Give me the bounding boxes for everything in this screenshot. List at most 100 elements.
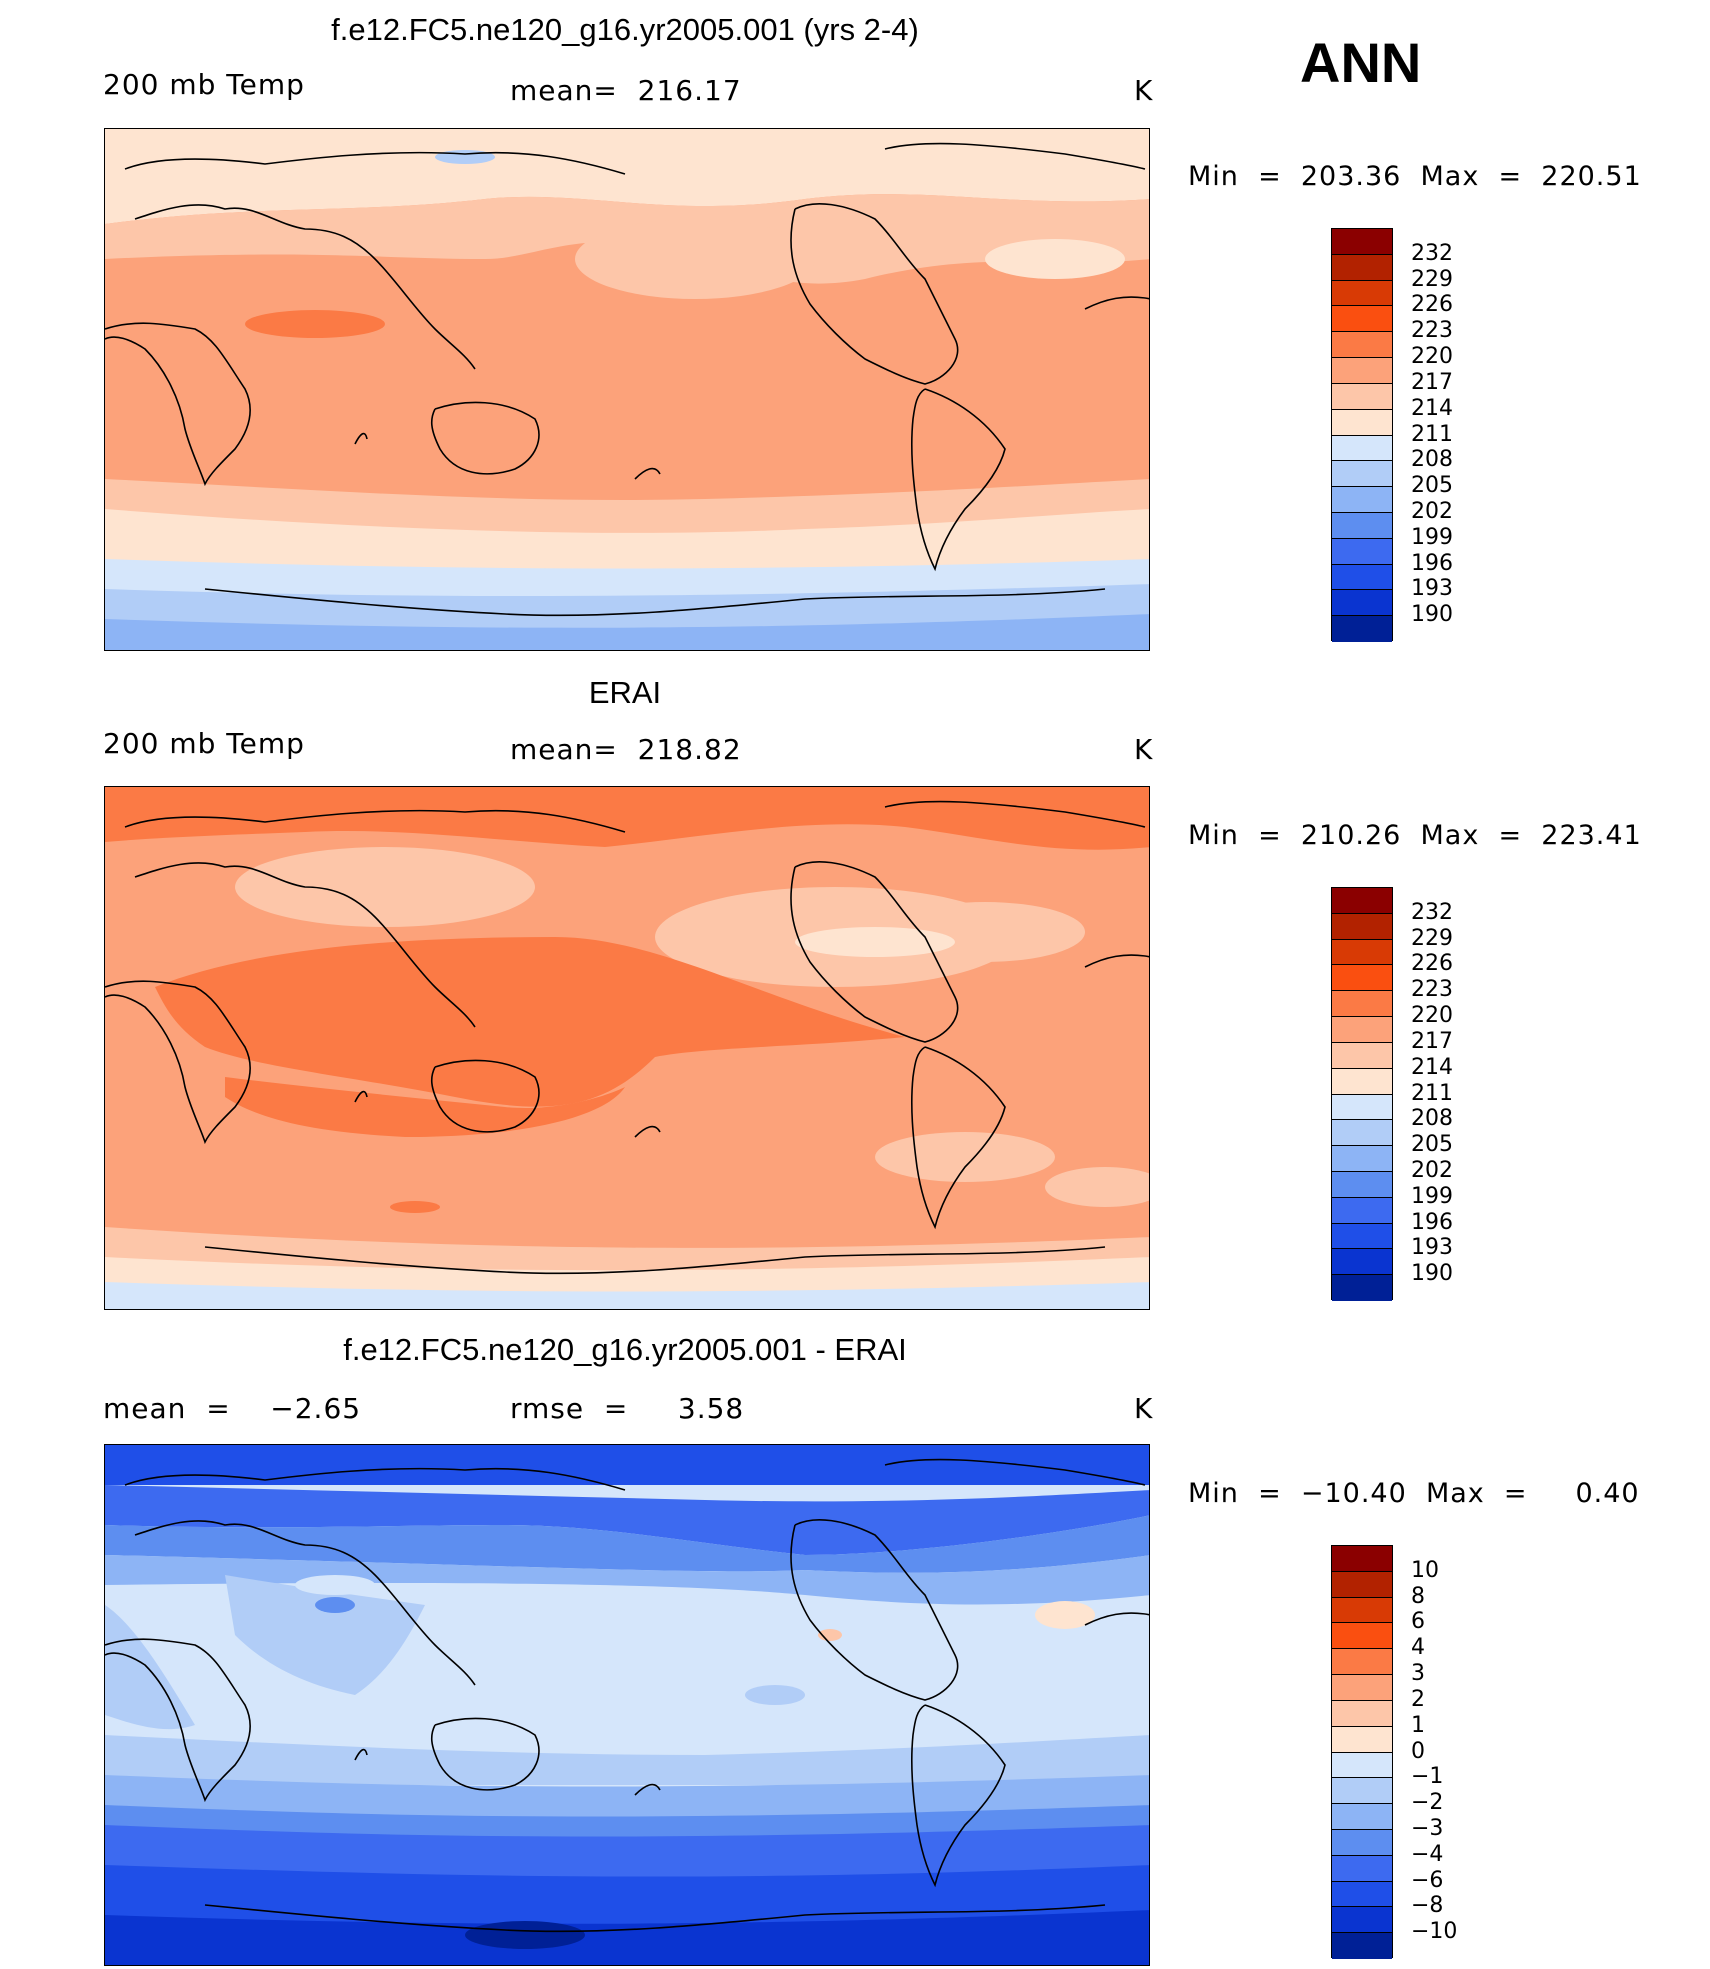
colorbar-tick-label: −4: [1411, 1841, 1444, 1867]
colorbar-tick-label: 226: [1411, 951, 1453, 977]
colorbar-tick-label: 196: [1411, 1209, 1453, 1235]
colorbar-swatch: [1332, 1146, 1392, 1172]
colorbar-tick-label: 223: [1411, 318, 1453, 344]
colorbar-swatch: [1332, 332, 1392, 359]
panel-2-map: [104, 786, 1150, 1310]
colorbar-swatch: [1332, 409, 1392, 436]
colorbar-tick-label: 199: [1411, 524, 1453, 550]
colorbar-tick-label: −3: [1411, 1815, 1444, 1841]
colorbar-swatch: [1332, 888, 1392, 914]
colorbar-tick-label: 6: [1411, 1609, 1425, 1635]
panel-2-title: ERAI: [588, 675, 662, 710]
season-label: ANN: [1300, 31, 1422, 94]
colorbar-tick-label: −1: [1411, 1764, 1444, 1790]
colorbar-swatch: [1332, 1275, 1392, 1301]
colorbar-tick-label: −8: [1411, 1893, 1444, 1919]
colorbar-tick-label: 223: [1411, 977, 1453, 1003]
colorbar-tick-label: 211: [1411, 421, 1453, 447]
colorbar-tick-label: −2: [1411, 1790, 1444, 1816]
colorbar-swatch: [1332, 616, 1392, 642]
colorbar-tick-label: 0: [1411, 1738, 1425, 1764]
panel-3-rmse-label: rmse = 3.58: [510, 1392, 745, 1425]
colorbar-tick-label: 193: [1411, 576, 1453, 602]
colorbar-swatch: [1332, 1675, 1392, 1701]
colorbar-tick-label: 232: [1411, 240, 1453, 266]
colorbar-swatch: [1332, 1649, 1392, 1676]
colorbar-swatch: [1332, 1829, 1392, 1856]
panel-2-colorbar: [1331, 887, 1393, 1301]
colorbar-swatch: [1332, 1933, 1392, 1959]
colorbar-swatch: [1332, 1881, 1392, 1908]
panel-3-minmax: Min = −10.40 Max = 0.40: [1188, 1478, 1640, 1509]
colorbar-swatch: [1332, 1778, 1392, 1805]
colorbar-tick-label: 10: [1411, 1557, 1439, 1583]
panel-2-minmax: Min = 210.26 Max = 223.41: [1188, 820, 1642, 851]
colorbar-tick-label: 208: [1411, 1106, 1453, 1132]
colorbar-tick-label: 229: [1411, 266, 1453, 292]
panel-3-colorbar: [1331, 1545, 1393, 1959]
colorbar-swatch: [1332, 913, 1392, 940]
colorbar-swatch: [1332, 383, 1392, 410]
panel-2-variable-label: 200 mb Temp: [103, 727, 305, 760]
colorbar-swatch: [1332, 1623, 1392, 1650]
colorbar-swatch: [1332, 1804, 1392, 1830]
colorbar-tick-label: 202: [1411, 498, 1453, 524]
colorbar-tick-label: 220: [1411, 1003, 1453, 1029]
colorbar-tick-label: 217: [1411, 1028, 1453, 1054]
colorbar-swatch: [1332, 1597, 1392, 1624]
colorbar-swatch: [1332, 435, 1392, 462]
colorbar-swatch: [1332, 590, 1392, 617]
panel-1-minmax: Min = 203.36 Max = 220.51: [1188, 161, 1642, 192]
colorbar-tick-label: 217: [1411, 369, 1453, 395]
colorbar-swatch: [1332, 1171, 1392, 1198]
colorbar-tick-label: 190: [1411, 602, 1453, 628]
colorbar-swatch: [1332, 1068, 1392, 1095]
colorbar-tick-label: 2: [1411, 1686, 1425, 1712]
colorbar-swatch: [1332, 1726, 1392, 1753]
colorbar-swatch: [1332, 1197, 1392, 1224]
colorbar-swatch: [1332, 538, 1392, 565]
panel-1-map: [104, 128, 1150, 651]
panel-1-title: f.e12.FC5.ne120_g16.yr2005.001 (yrs 2-4): [331, 12, 919, 47]
colorbar-swatch: [1332, 358, 1392, 384]
colorbar-tick-label: 226: [1411, 292, 1453, 318]
colorbar-swatch: [1332, 254, 1392, 281]
colorbar-tick-label: 211: [1411, 1080, 1453, 1106]
colorbar-tick-label: 193: [1411, 1235, 1453, 1261]
colorbar-tick-label: 1: [1411, 1712, 1425, 1738]
colorbar-tick-label: −10: [1411, 1919, 1458, 1945]
panel-3-map: [104, 1444, 1150, 1966]
panel-3-units: K: [1134, 1392, 1154, 1425]
panel-1-units: K: [1134, 74, 1154, 107]
colorbar-swatch: [1332, 1700, 1392, 1727]
colorbar-swatch: [1332, 965, 1392, 992]
colorbar-tick-label: 208: [1411, 447, 1453, 473]
panel-1-colorbar: [1331, 228, 1393, 642]
colorbar-swatch: [1332, 1094, 1392, 1121]
panel-1-mean-label: mean= 216.17: [510, 74, 742, 107]
colorbar-swatch: [1332, 1017, 1392, 1043]
colorbar-tick-label: 214: [1411, 1054, 1453, 1080]
panel-1-variable-label: 200 mb Temp: [103, 68, 305, 101]
panel-2-units: K: [1134, 733, 1154, 766]
colorbar-tick-label: 190: [1411, 1261, 1453, 1287]
colorbar-tick-label: 199: [1411, 1183, 1453, 1209]
colorbar-tick-label: 202: [1411, 1157, 1453, 1183]
colorbar-tick-label: 205: [1411, 1132, 1453, 1158]
colorbar-swatch: [1332, 1855, 1392, 1882]
colorbar-tick-label: 220: [1411, 344, 1453, 370]
colorbar-swatch: [1332, 1120, 1392, 1147]
colorbar-tick-label: 3: [1411, 1661, 1425, 1687]
colorbar-swatch: [1332, 487, 1392, 513]
colorbar-swatch: [1332, 991, 1392, 1018]
colorbar-tick-label: 214: [1411, 395, 1453, 421]
panel-2-mean-label: mean= 218.82: [510, 733, 742, 766]
colorbar-swatch: [1332, 1223, 1392, 1250]
colorbar-swatch: [1332, 939, 1392, 966]
colorbar-tick-label: 196: [1411, 550, 1453, 576]
colorbar-tick-label: 229: [1411, 925, 1453, 951]
colorbar-swatch: [1332, 1042, 1392, 1069]
colorbar-swatch: [1332, 512, 1392, 539]
colorbar-swatch: [1332, 461, 1392, 488]
colorbar-tick-label: 232: [1411, 899, 1453, 925]
